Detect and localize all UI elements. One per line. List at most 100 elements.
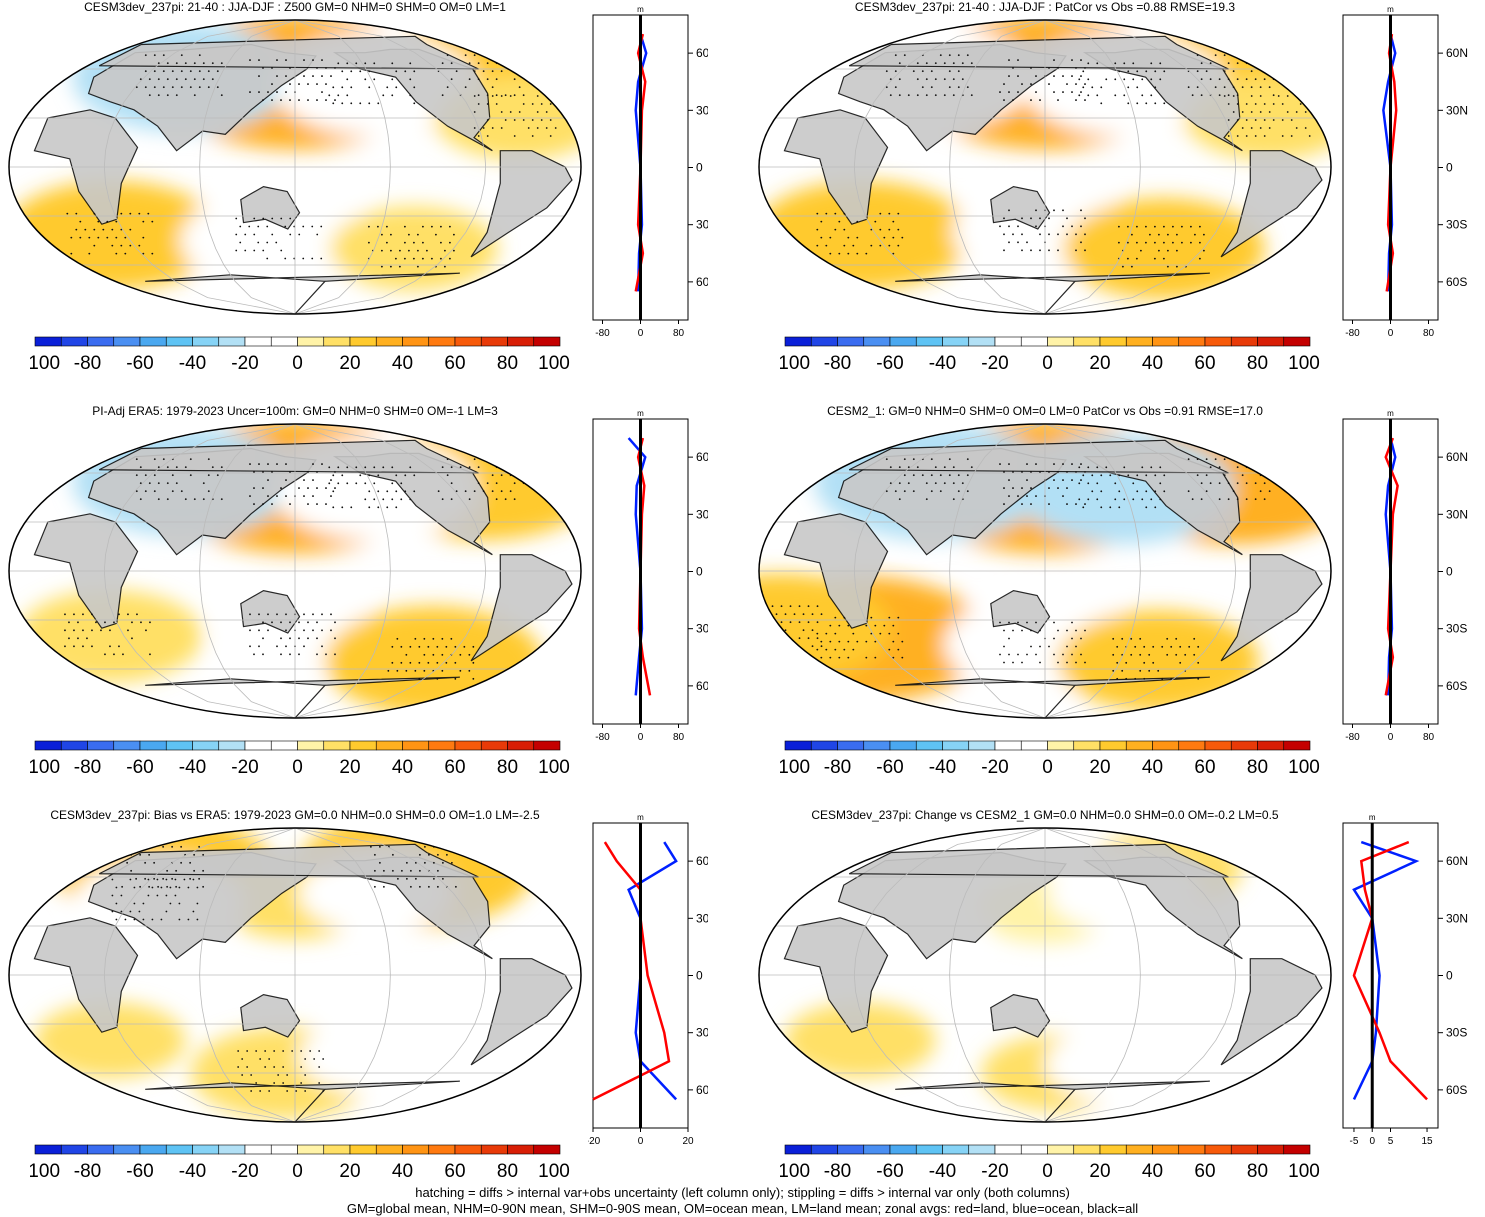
colorbar-swatch (297, 740, 325, 751)
stipple-dot (1245, 119, 1248, 121)
colorbar-swatch (1257, 336, 1285, 347)
land-mass (240, 185, 301, 230)
stipple-dot (166, 885, 169, 888)
x-tick-label: 80 (1423, 732, 1435, 743)
stipple-dot (144, 877, 147, 880)
stipple-dot (1066, 629, 1068, 632)
colorbar-swatch (1283, 336, 1311, 347)
stipple-dot (1087, 482, 1090, 485)
stipple-dot (157, 94, 160, 97)
stipple-dot (373, 466, 376, 469)
stipple-dot (1100, 102, 1103, 105)
lat-label: 60N (1446, 854, 1468, 868)
stipple-dot (1150, 94, 1153, 97)
stipple-dot (1012, 487, 1014, 489)
stipple-dot (1163, 102, 1166, 105)
stipple-dot (1017, 495, 1019, 497)
x-tick-label: 80 (673, 328, 685, 339)
stipple-dot (139, 482, 142, 485)
stipple-dot (885, 86, 888, 89)
colorbar-swatch (1230, 740, 1258, 751)
stipple-dot (1154, 506, 1157, 509)
stipple-dot (879, 244, 882, 247)
stipple-dot (391, 645, 394, 648)
longitude-line (1044, 20, 1237, 314)
stipple-dot (198, 877, 201, 880)
stipple-dot (1263, 78, 1266, 81)
stipple-dot (180, 861, 183, 864)
colorbar-swatch (192, 1144, 220, 1155)
stipple-dot (391, 94, 394, 97)
longitude-line (949, 828, 1046, 1122)
longitude-line (853, 20, 1046, 314)
colorbar-swatch (1020, 740, 1048, 751)
stipple-dot (1084, 629, 1086, 632)
colorbar-label: 60 (1194, 1161, 1215, 1182)
stipple-dot (825, 244, 828, 247)
stipple-dot (174, 878, 177, 881)
stipple-dot (289, 83, 291, 85)
stipple-dot (1187, 86, 1190, 89)
colorbar-swatch (1047, 740, 1075, 751)
lat-label: 60S (696, 1083, 708, 1097)
stipple-dot (377, 225, 379, 228)
colorbar-label: 0 (1042, 353, 1053, 374)
colorbar-swatch (507, 740, 535, 751)
stipple-dot (1167, 249, 1169, 252)
stipple-dot (1008, 653, 1010, 656)
stipple-dot (1193, 653, 1196, 656)
stipple-dot (961, 62, 964, 65)
stipple-dot (373, 869, 376, 872)
stipple-dot (1268, 86, 1271, 89)
stipple-dot (441, 861, 444, 864)
colorbar-label: 80 (1247, 353, 1268, 374)
stipple-dot (1254, 135, 1257, 137)
lat-label: 30N (696, 911, 708, 925)
colorbar-swatch (454, 740, 482, 751)
stipple-dot (1075, 661, 1077, 664)
stipple-dot (368, 241, 370, 244)
stipple-dot (1048, 67, 1050, 69)
stipple-dot (1071, 75, 1073, 77)
stipple-dot (1080, 225, 1082, 228)
stipple-dot (463, 645, 466, 648)
stipple-dot (554, 95, 557, 97)
stipple-dot (262, 249, 265, 252)
stipple-dot (328, 482, 331, 485)
stipple-dot (1100, 474, 1103, 477)
stipple-dot (1136, 225, 1138, 228)
stipple-dot (249, 91, 251, 93)
stipple-dot (151, 220, 154, 223)
stipple-dot (436, 853, 439, 856)
stipple-dot (486, 78, 489, 81)
land-mass (240, 993, 301, 1038)
stipple-dot (285, 645, 287, 648)
stipple-dot (1263, 62, 1266, 65)
stipple-dot (364, 62, 367, 65)
stipple-dot (307, 471, 309, 473)
stipple-dot (178, 902, 181, 905)
stipple-dot (289, 653, 291, 656)
colorbar-label: 100 (538, 1161, 570, 1182)
stipple-dot (341, 506, 344, 509)
colorbar-label: 40 (392, 353, 413, 374)
stipple-dot (1075, 83, 1077, 85)
stipple-dot (999, 463, 1001, 465)
stipple-dot (1114, 62, 1117, 65)
stipple-dot (1148, 653, 1151, 656)
stipple-dot (266, 257, 269, 260)
stipple-dot (1026, 463, 1028, 465)
stipple-dot (84, 228, 87, 231)
stipple-dot (1272, 103, 1275, 105)
colorbar-swatch (375, 1144, 403, 1155)
stipple-dot (500, 490, 503, 493)
stipple-dot (79, 220, 82, 223)
stipple-dot (133, 886, 136, 889)
stipple-dot (396, 637, 399, 640)
stipple-dot (1017, 653, 1019, 656)
stipple-dot (359, 474, 362, 477)
stipple-dot (1057, 249, 1059, 252)
stipple-dot (1167, 265, 1169, 268)
colorbar-label: -80 (74, 1161, 101, 1182)
stipple-dot (413, 474, 416, 477)
